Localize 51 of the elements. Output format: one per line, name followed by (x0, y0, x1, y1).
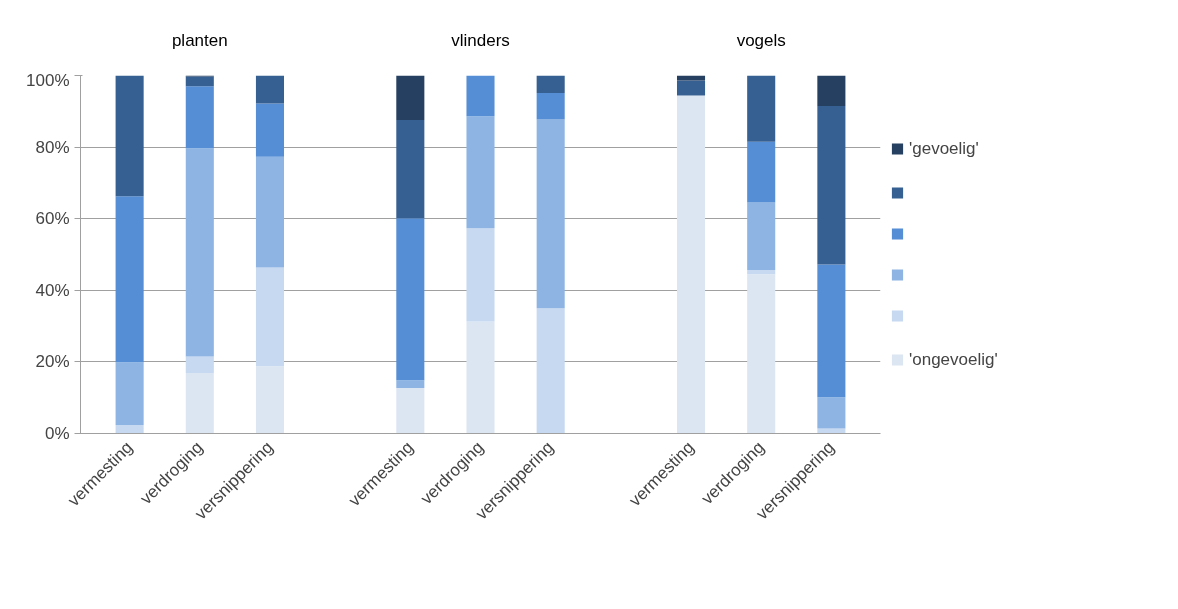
bar (747, 202, 776, 270)
bar (396, 119, 425, 219)
bar (255, 75, 285, 104)
bar (466, 228, 495, 322)
bar (536, 308, 565, 434)
bar (255, 156, 285, 268)
bar (747, 269, 776, 275)
bar (536, 93, 565, 120)
y-tick-label: 60% (35, 209, 70, 229)
text: vlinders (451, 31, 510, 50)
y-tick-label: 80% (35, 137, 70, 157)
bar (185, 86, 214, 149)
bar (115, 362, 144, 425)
bar (115, 75, 144, 197)
bar (185, 373, 214, 434)
bar (115, 196, 144, 363)
y-tick-label: 40% (35, 280, 70, 300)
bar (536, 75, 565, 94)
bar (466, 75, 495, 117)
bar (255, 366, 285, 434)
bar (817, 105, 846, 265)
y-tick-label: 100% (26, 70, 70, 90)
bar (115, 424, 144, 434)
y-tick-label: 0% (44, 424, 70, 443)
bar (817, 75, 846, 106)
bar (396, 380, 425, 389)
bar (185, 356, 214, 373)
bar (676, 95, 706, 434)
bar (466, 116, 495, 229)
bar (536, 119, 565, 309)
legend-label: 'ongevoelig' (909, 349, 998, 370)
text: planten (171, 31, 228, 50)
bar (255, 267, 285, 367)
legend-label: 'gevoelig' (909, 138, 979, 159)
bar (817, 428, 846, 434)
bar (396, 388, 425, 434)
bar (185, 76, 214, 87)
bar (817, 264, 846, 398)
bar (747, 274, 776, 434)
text: vogels (736, 31, 786, 50)
bar (185, 148, 214, 357)
bar (466, 321, 495, 434)
bar (747, 141, 776, 203)
bar (747, 75, 776, 142)
bar (676, 75, 706, 81)
bar (255, 103, 285, 157)
bar (396, 75, 425, 120)
y-tick-label: 20% (35, 352, 70, 372)
bar (676, 80, 706, 96)
bar (396, 218, 425, 381)
bar (817, 397, 846, 429)
